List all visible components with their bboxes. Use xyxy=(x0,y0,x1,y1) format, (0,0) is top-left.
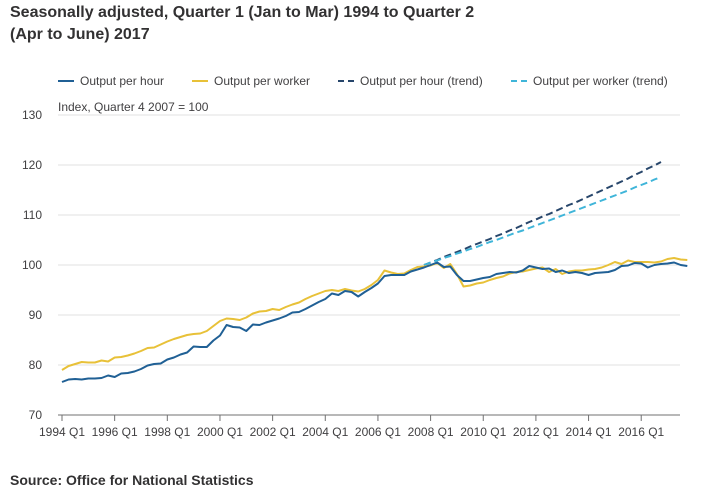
y-tick-label: 110 xyxy=(23,208,42,222)
legend-label: Output per worker xyxy=(214,74,311,88)
y-axis-label: Index, Quarter 4 2007 = 100 xyxy=(58,100,209,114)
series-line-output-per-worker-trend xyxy=(423,176,662,266)
x-tick-label: 2014 Q1 xyxy=(566,425,612,439)
y-axis-ticks: 70 80 90 100 110 120 130 xyxy=(22,108,42,422)
legend-label: Output per hour (trend) xyxy=(360,74,483,88)
line-chart: 70 80 90 100 110 120 130 1994 Q1 1996 Q1 1998 Q1… xyxy=(22,100,688,439)
legend-label: Output per hour xyxy=(80,74,165,88)
y-tick-label: 120 xyxy=(22,158,42,172)
x-tick-label: 1994 Q1 xyxy=(39,425,85,439)
legend-swatch-dashed-icon xyxy=(338,79,354,82)
gridlines xyxy=(58,114,680,366)
series-line-output-per-hour-trend xyxy=(423,161,662,266)
x-tick-label: 2006 Q1 xyxy=(355,425,401,439)
legend-label: Output per worker (trend) xyxy=(533,74,668,88)
x-tick-label: 2000 Q1 xyxy=(197,425,243,439)
chart-legend: Output per hour Output per worker Output… xyxy=(0,72,715,90)
y-tick-label: 90 xyxy=(29,308,43,322)
x-tick-label: 2016 Q1 xyxy=(618,425,664,439)
legend-item-output-per-worker[interactable]: Output per worker xyxy=(192,72,310,90)
y-tick-label: 70 xyxy=(29,408,43,422)
x-tick-label: 1996 Q1 xyxy=(92,425,138,439)
series-line-output-per-worker xyxy=(61,257,688,371)
x-tick-label: 2004 Q1 xyxy=(302,425,348,439)
x-tick-label: 2008 Q1 xyxy=(408,425,454,439)
x-tick-label: 2012 Q1 xyxy=(513,425,559,439)
source-note: Source: Office for National Statistics xyxy=(10,472,254,488)
legend-swatch-solid-icon xyxy=(192,79,208,82)
chart-title: Seasonally adjusted, Quarter 1 (Jan to M… xyxy=(10,2,610,46)
x-tick-label: 2010 Q1 xyxy=(460,425,506,439)
legend-swatch-dashed-icon xyxy=(511,79,527,82)
y-tick-label: 80 xyxy=(29,358,43,372)
series-lines xyxy=(61,161,688,383)
series-line-output-per-hour xyxy=(61,261,688,383)
legend-item-output-per-worker-trend[interactable]: Output per worker (trend) xyxy=(511,72,668,90)
chart-title-line1: Seasonally adjusted, Quarter 1 (Jan to M… xyxy=(10,4,475,21)
x-tick-label: 2002 Q1 xyxy=(250,425,296,439)
x-axis: 1994 Q1 1996 Q1 1998 Q1 2000 Q1 2002 Q1 2004 … xyxy=(39,414,680,439)
legend-item-output-per-hour-trend[interactable]: Output per hour (trend) xyxy=(338,72,483,90)
chart-title-line2: (Apr to June) 2017 xyxy=(10,26,150,43)
legend-swatch-solid-icon xyxy=(58,79,74,82)
legend-item-output-per-hour[interactable]: Output per hour xyxy=(58,72,164,90)
y-tick-label: 100 xyxy=(22,258,42,272)
y-tick-label: 130 xyxy=(22,108,42,122)
x-tick-label: 1998 Q1 xyxy=(144,425,190,439)
